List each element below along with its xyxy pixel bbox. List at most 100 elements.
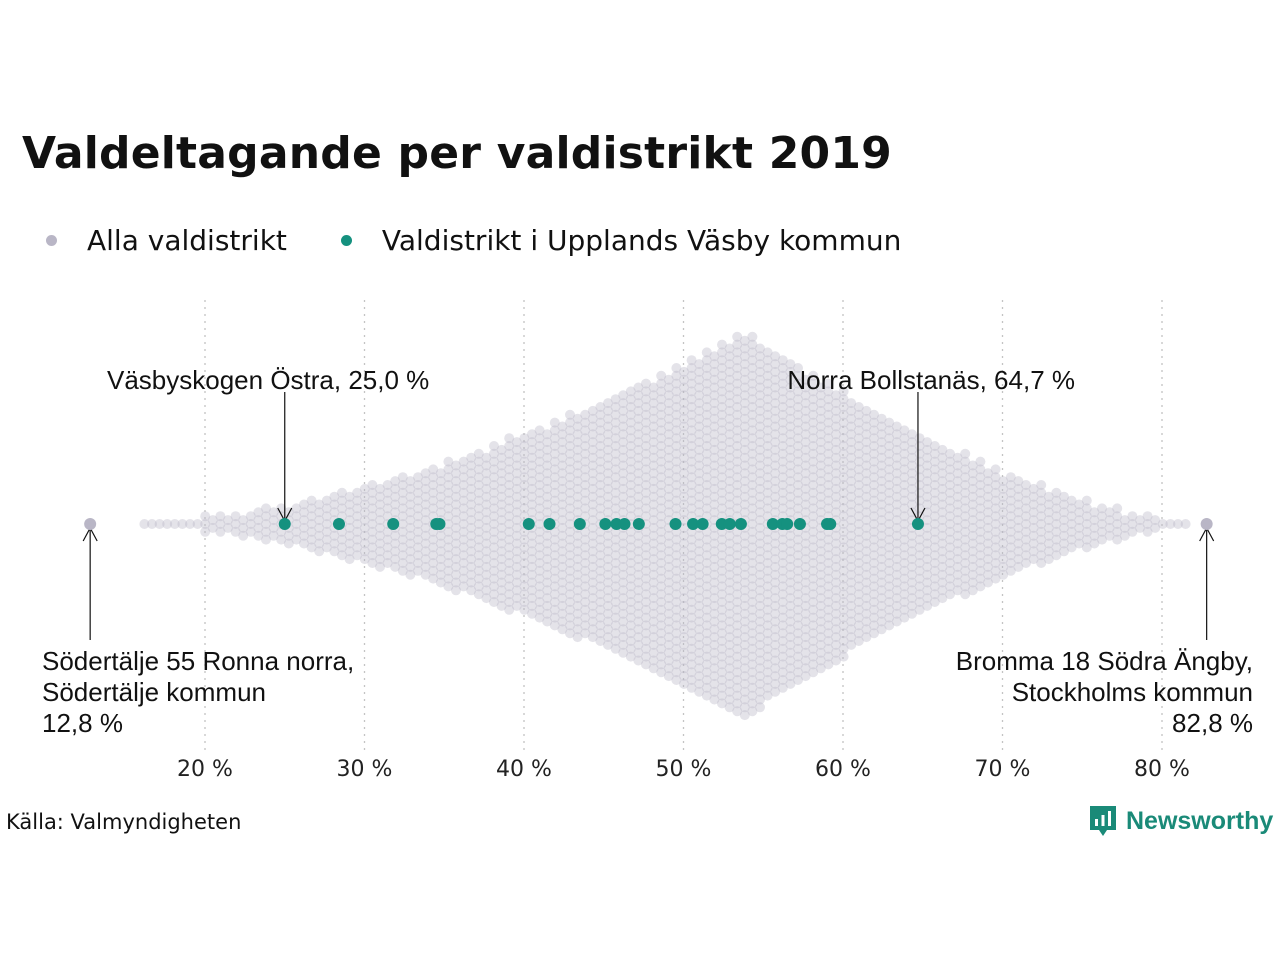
swarm-dot-1621 bbox=[762, 386, 773, 397]
swarm-dot-2408 bbox=[945, 581, 955, 592]
swarm-dot-2123 bbox=[861, 460, 872, 471]
swarm-dot-613 bbox=[565, 511, 575, 522]
swarm-dot-148 bbox=[375, 561, 385, 572]
swarm-dot-2163 bbox=[869, 542, 879, 553]
swarm-dot-1047 bbox=[663, 499, 674, 510]
swarm-dot-2518 bbox=[998, 530, 1009, 541]
swarm-dot-1654 bbox=[762, 643, 773, 654]
swarm-dot-2452 bbox=[967, 499, 978, 510]
swarm-dot-1132 bbox=[679, 530, 689, 541]
vasby-point-11 bbox=[632, 518, 645, 530]
swarm-dot-227 bbox=[428, 480, 439, 490]
swarm-dot-2436 bbox=[960, 511, 971, 522]
swarm-dot-174 bbox=[397, 487, 408, 498]
swarm-dot-2301 bbox=[907, 585, 917, 596]
swarm-dot-2155 bbox=[869, 480, 879, 490]
swarm-dot-950 bbox=[641, 628, 651, 639]
source-note: Källa: Valmyndigheten bbox=[6, 810, 242, 834]
swarm-dot-1356 bbox=[717, 558, 727, 568]
swarm-dot-1258 bbox=[701, 503, 712, 514]
swarm-dot-341 bbox=[473, 581, 484, 592]
swarm-dot-601 bbox=[565, 417, 575, 428]
swarm-dot-113 bbox=[352, 526, 363, 537]
swarm-dot-1234 bbox=[694, 663, 705, 674]
swarm-dot-880 bbox=[625, 643, 636, 654]
swarm-dot-2283 bbox=[907, 444, 917, 455]
swarm-dot-807 bbox=[610, 604, 621, 615]
swarm-dot-504 bbox=[534, 487, 545, 498]
swarm-dot-1316 bbox=[709, 608, 720, 619]
swarm-dot-1806 bbox=[793, 487, 803, 498]
swarm-dot-1048 bbox=[663, 507, 674, 518]
swarm-dot-1985 bbox=[831, 405, 841, 416]
swarm-dot-155 bbox=[382, 526, 393, 537]
swarm-dot-2115 bbox=[853, 636, 864, 646]
swarm-dot-2383 bbox=[937, 538, 948, 549]
swarm-dot-783 bbox=[610, 417, 621, 428]
swarm-dot-1967 bbox=[823, 542, 834, 553]
swarm-dot-2395 bbox=[945, 480, 955, 490]
swarm-dot-1701 bbox=[770, 663, 781, 674]
swarm-dot-2197 bbox=[876, 585, 887, 596]
swarm-dot-2622 bbox=[1081, 511, 1092, 522]
swarm-dot-2491 bbox=[983, 546, 993, 557]
swarm-dot-994 bbox=[656, 386, 667, 397]
swarm-dot-1482 bbox=[739, 421, 750, 432]
swarm-dot-2010 bbox=[831, 600, 841, 611]
swarm-dot-2414 bbox=[952, 483, 963, 494]
swarm-dot-629 bbox=[572, 413, 583, 424]
swarm-dot-1936 bbox=[815, 593, 826, 604]
swarm-dot-2463 bbox=[967, 585, 978, 596]
swarm-dot-1439 bbox=[732, 464, 743, 475]
swarm-dot-129 bbox=[367, 495, 378, 506]
swarm-dot-911 bbox=[633, 608, 644, 619]
swarm-dot-368 bbox=[489, 487, 499, 498]
swarm-dot-2568 bbox=[1028, 546, 1039, 557]
swarm-dot-1457 bbox=[732, 604, 743, 615]
swarm-dot-1045 bbox=[663, 483, 674, 494]
swarm-dot-2379 bbox=[937, 507, 948, 518]
swarm-dot-540 bbox=[542, 577, 553, 588]
swarm-dot-836 bbox=[618, 569, 629, 580]
swarm-dot-2534 bbox=[1005, 550, 1016, 561]
swarm-dot-2382 bbox=[937, 530, 948, 541]
swarm-dot-1335 bbox=[717, 394, 727, 405]
swarm-dot-2186 bbox=[876, 499, 887, 510]
swarm-dot-2089 bbox=[853, 433, 864, 444]
swarm-dot-419 bbox=[504, 550, 515, 561]
swarm-dot-1428 bbox=[732, 378, 743, 389]
swarm-dot-1303 bbox=[709, 507, 720, 518]
swarm-dot-962 bbox=[648, 437, 659, 448]
swarm-dot-1656 bbox=[762, 659, 773, 670]
swarm-dot-1001 bbox=[656, 441, 667, 451]
swarm-dot-1065 bbox=[663, 639, 674, 650]
swarm-dot-190 bbox=[405, 515, 416, 526]
swarm-dot-1670 bbox=[770, 421, 781, 432]
swarm-dot-835 bbox=[618, 561, 629, 572]
swarm-dot-1015 bbox=[656, 550, 667, 561]
swarm-dot-347 bbox=[481, 483, 492, 494]
swarm-dot-2055 bbox=[846, 413, 857, 424]
swarm-dot-2229 bbox=[884, 620, 895, 631]
swarm-dot-1625 bbox=[762, 417, 773, 428]
swarm-dot-191 bbox=[405, 522, 416, 533]
swarm-dot-2209 bbox=[884, 464, 895, 475]
swarm-dot-634 bbox=[572, 452, 583, 463]
swarm-dot-2268 bbox=[899, 519, 910, 529]
swarm-dot-2254 bbox=[891, 608, 902, 619]
swarm-dot-2661 bbox=[1173, 519, 1183, 529]
swarm-dot-2269 bbox=[899, 526, 910, 537]
swarm-dot-813 bbox=[618, 390, 629, 401]
swarm-dot-2320 bbox=[914, 550, 925, 561]
swarm-dot-376 bbox=[489, 550, 499, 561]
all-districts-swarm bbox=[139, 331, 1191, 721]
swarm-dot-644 bbox=[572, 530, 583, 541]
swarm-dot-1467 bbox=[732, 682, 743, 693]
swarm-dot-1449 bbox=[732, 542, 743, 553]
swarm-dot-7 bbox=[192, 519, 203, 529]
swarm-dot-2617 bbox=[1074, 522, 1085, 533]
swarm-dot-2462 bbox=[967, 577, 978, 588]
swarm-dot-1522 bbox=[747, 347, 758, 358]
swarm-dot-2554 bbox=[1021, 519, 1031, 529]
swarm-dot-862 bbox=[625, 503, 636, 514]
